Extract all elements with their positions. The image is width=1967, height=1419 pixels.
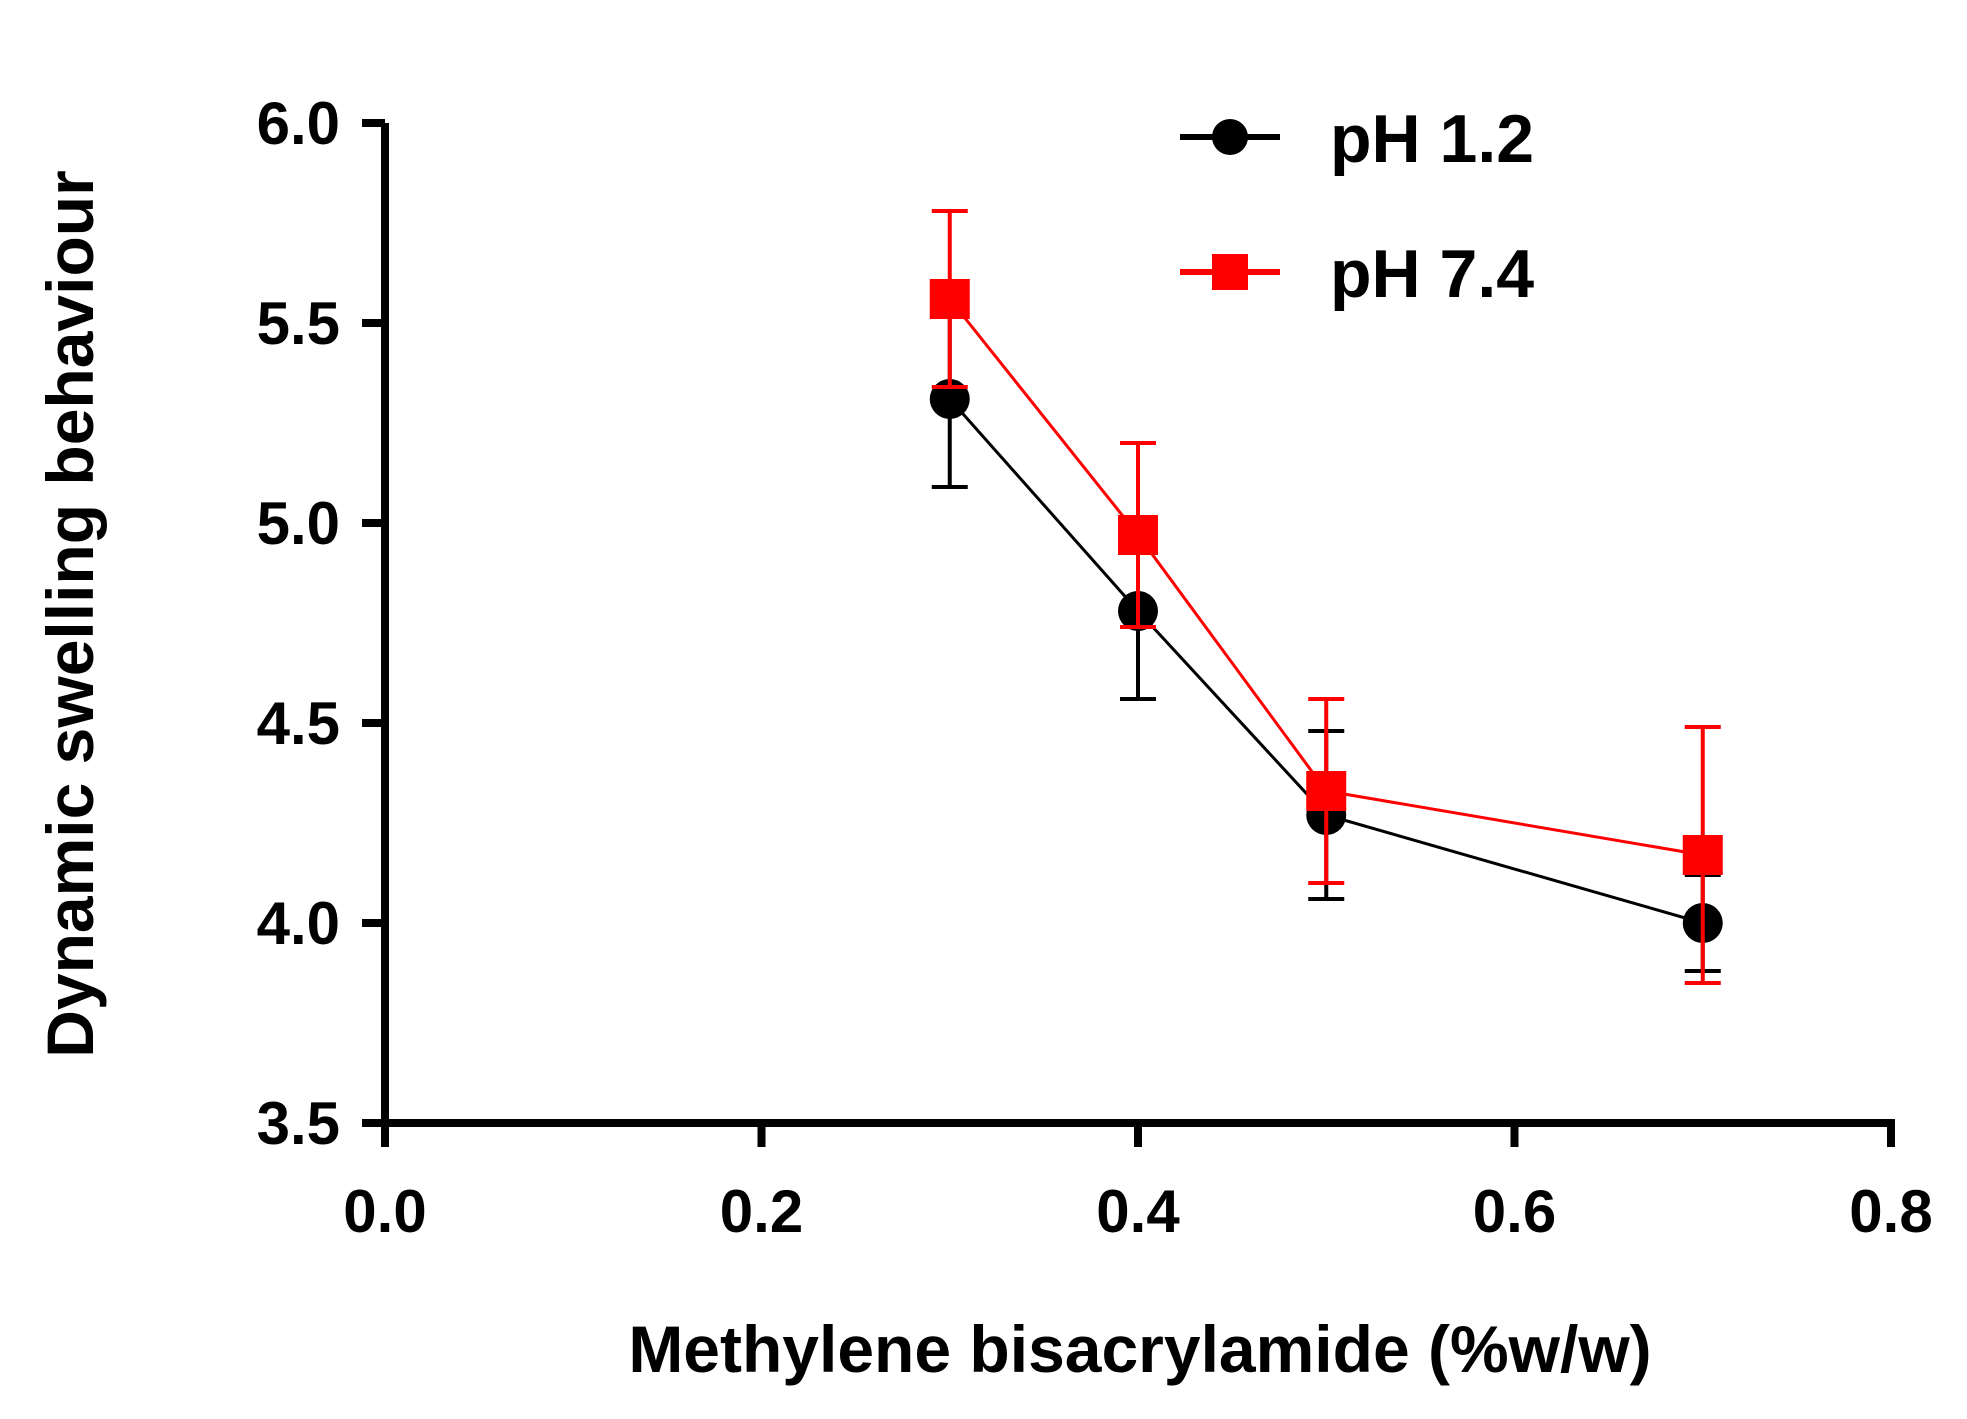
y-tick-label-6-0: 6.0 (257, 90, 340, 157)
y-ticks: 3.5 4.0 4.5 5.0 5.5 6.0 (257, 90, 385, 1157)
x-tick-label-0-6: 0.6 (1473, 1178, 1556, 1245)
x-ticks: 0.0 0.2 0.4 0.6 0.8 (343, 1123, 1933, 1245)
y-tick-label-4-5: 4.5 (257, 690, 340, 757)
x-tick-label-0-8: 0.8 (1849, 1178, 1932, 1245)
legend-item-ph-7-4: pH 7.4 (1180, 236, 1534, 312)
legend-item-ph-1-2: pH 1.2 (1180, 101, 1534, 177)
x-tick-label-0-4: 0.4 (1096, 1178, 1180, 1245)
plot-area (929, 209, 1723, 985)
data-point-ph-7-4-2 (1306, 771, 1347, 811)
data-point-ph-7-4-1 (1118, 515, 1158, 555)
data-point-ph-7-4-3 (1682, 835, 1723, 875)
y-tick-label-4-0: 4.0 (257, 890, 340, 957)
y-tick-label-3-5: 3.5 (257, 1090, 340, 1157)
series-line-ph-1-2 (948, 398, 1704, 925)
x-tick-label-0-2: 0.2 (720, 1178, 803, 1245)
y-axis-title: Dynamic swelling behaviour (33, 170, 107, 1058)
data-point-ph-7-4-0 (929, 279, 970, 319)
legend-marker-ph-1-2 (1212, 119, 1248, 155)
series-ph-7-4 (929, 209, 1723, 985)
series-line-ph-7-4 (948, 298, 1704, 857)
x-tick-label-0-0: 0.0 (343, 1178, 426, 1245)
x-axis-title: Methylene bisacrylamide (%w/w) (628, 1312, 1651, 1386)
legend-label-ph-1-2: pH 1.2 (1330, 101, 1534, 177)
y-tick-label-5-0: 5.0 (257, 490, 340, 557)
legend-label-ph-7-4: pH 7.4 (1330, 236, 1534, 312)
y-tick-label-5-5: 5.5 (257, 290, 340, 357)
legend-marker-ph-7-4 (1212, 254, 1248, 290)
legend: pH 1.2 pH 7.4 (1180, 101, 1534, 312)
